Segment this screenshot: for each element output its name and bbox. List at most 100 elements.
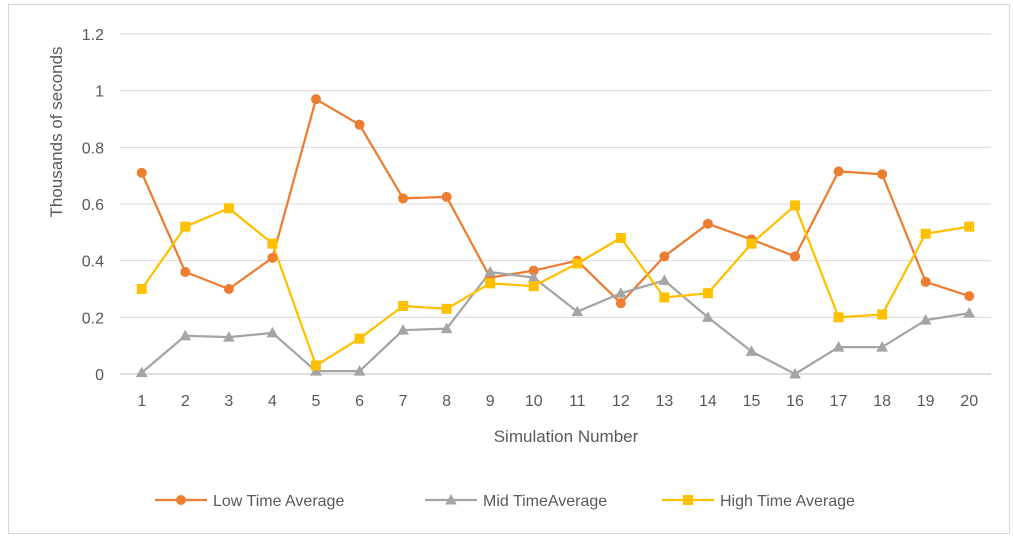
data-point [180,267,191,277]
legend: Low Time Average Mid TimeAverage High Time… [155,493,855,510]
data-point [353,365,366,376]
x-tick-label: 20 [960,393,978,410]
y-tick-labels: 0 0.2 0.4 0.6 0.8 1 1.2 [82,27,104,384]
data-point [223,331,235,342]
x-tick-label: 5 [312,393,321,410]
data-point [310,365,322,376]
x-tick-label: 15 [743,393,761,410]
data-point [659,292,670,303]
gridlines [120,33,991,375]
data-point [135,366,148,378]
data-point [615,298,626,309]
data-point [354,119,365,130]
data-point [136,167,147,178]
data-point [615,233,626,243]
x-tick-label: 7 [399,393,408,410]
data-point [614,287,627,298]
x-tick-label: 1 [137,393,146,410]
data-point [441,191,452,202]
data-point [702,288,713,299]
x-tick-label: 17 [830,393,848,410]
data-point [397,324,409,335]
data-point [790,251,801,262]
data-point [920,276,931,287]
x-tick-label: 9 [486,393,495,410]
data-point [877,309,888,320]
series-lines [140,98,970,376]
series-line-3 [140,204,970,367]
legend-label: Low Time Average [213,493,344,510]
data-point [484,265,497,277]
data-point [833,166,844,177]
data-point [789,367,801,379]
data-point [571,305,584,317]
x-tick-label: 3 [224,393,233,410]
chart-frame [8,4,1010,534]
data-point [702,311,714,322]
data-point [920,228,931,239]
y-tick-label: 0 [95,367,104,384]
y-axis-title: Thousands of seconds [47,46,66,217]
legend-label: Mid TimeAverage [483,493,607,510]
x-tick-label: 11 [569,393,586,410]
x-tick-label: 2 [181,393,190,410]
x-tick-label: 10 [525,393,543,410]
x-tick-label: 14 [699,393,717,410]
x-tick-label: 13 [655,393,673,410]
x-axis-title: Simulation Number [494,427,639,446]
data-point [658,274,671,285]
data-point [440,322,453,334]
data-point [223,203,234,214]
series-markers [135,94,976,379]
y-tick-label: 0.4 [82,254,104,271]
x-tick-label: 12 [612,393,630,410]
data-point [963,307,976,318]
data-point [702,218,713,229]
legend-marker [445,493,457,505]
data-point [267,252,278,263]
data-point [745,345,758,356]
legend-marker [176,495,186,505]
data-point [528,281,539,292]
data-point [179,329,192,341]
series-line-2 [141,270,970,376]
data-point [398,301,409,311]
data-point [310,360,321,371]
y-tick-label: 1 [95,84,104,101]
data-point [659,251,670,262]
data-point [441,303,452,314]
x-tick-label: 8 [442,393,451,410]
x-tick-labels: 1 2 3 4 5 6 7 8 9 10 11 12 13 14 15 16 17 18 19 20 [137,393,978,410]
data-point [746,238,757,249]
legend-label: High Time Average [720,493,855,510]
data-point [180,221,191,232]
data-point [877,169,888,180]
y-tick-label: 0.8 [82,140,104,157]
data-point [876,341,888,352]
x-tick-label: 4 [268,393,277,410]
data-point [964,291,975,302]
data-point [398,193,409,204]
data-point [832,341,845,352]
x-tick-label: 19 [917,393,935,410]
data-point [223,284,234,294]
data-point [354,333,365,344]
data-point [267,238,278,249]
data-point [136,284,147,294]
data-point [572,258,583,269]
x-tick-label: 6 [355,393,364,410]
data-point [485,278,496,289]
legend-marker [683,495,693,505]
data-point [310,94,321,105]
data-point [964,221,975,232]
x-tick-label: 18 [873,393,891,410]
y-tick-label: 1.2 [82,27,104,44]
data-point [833,312,844,323]
x-tick-label: 16 [786,393,804,410]
series-line-1 [140,98,970,305]
data-point [919,314,932,325]
data-point [266,326,279,338]
y-tick-label: 0.6 [82,197,104,214]
data-point [790,200,801,211]
